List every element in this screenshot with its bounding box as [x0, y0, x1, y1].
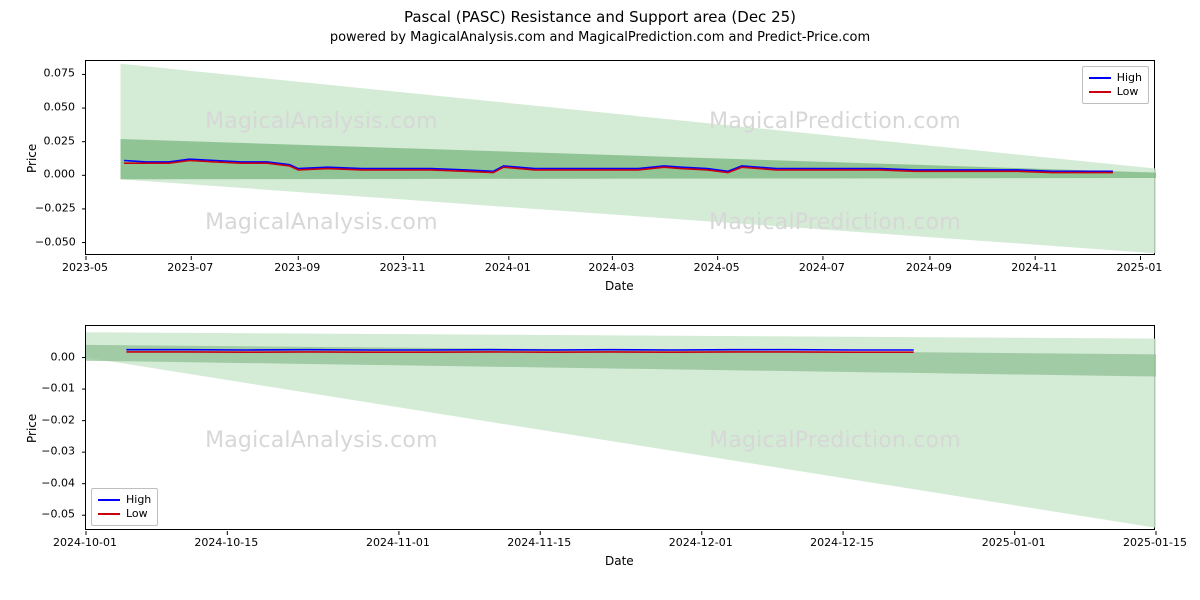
y-tick-label: −0.03 [35, 445, 75, 458]
x-tick-label: 2023-11 [380, 261, 426, 274]
y-axis-label: Price [25, 413, 39, 442]
y-tick-label: 0.050 [35, 101, 75, 114]
x-tick-label: 2024-01 [485, 261, 531, 274]
legend-swatch [1089, 91, 1111, 93]
chart-svg [86, 326, 1156, 531]
chart-title: Pascal (PASC) Resistance and Support are… [0, 8, 1200, 26]
x-tick-label: 2025-01-01 [982, 536, 1046, 549]
legend: HighLow [91, 488, 158, 526]
x-tick-label: 2024-09 [906, 261, 952, 274]
x-tick-label: 2024-11-15 [507, 536, 571, 549]
x-tick-label: 2024-11-01 [366, 536, 430, 549]
y-tick-label: −0.04 [35, 476, 75, 489]
x-tick-label: 2025-01-15 [1123, 536, 1187, 549]
chart-svg [86, 61, 1156, 256]
x-tick-label: 2024-12-01 [669, 536, 733, 549]
legend-label: Low [126, 507, 148, 521]
legend-swatch [98, 499, 120, 501]
legend-item-high: High [98, 493, 151, 507]
legend-swatch [1089, 77, 1111, 79]
x-tick-label: 2023-07 [167, 261, 213, 274]
y-tick-label: 0.075 [35, 67, 75, 80]
y-tick-label: 0.000 [35, 168, 75, 181]
y-tick-label: −0.02 [35, 413, 75, 426]
x-tick-label: 2024-10-15 [194, 536, 258, 549]
y-axis-label: Price [25, 143, 39, 172]
chart-panel-bottom: MagicalAnalysis.comMagicalPrediction.com [85, 325, 1155, 530]
x-tick-label: 2024-11 [1011, 261, 1057, 274]
legend-label: Low [1117, 85, 1139, 99]
x-axis-label: Date [605, 554, 634, 568]
x-tick-label: 2024-07 [799, 261, 845, 274]
legend-label: High [1117, 71, 1142, 85]
x-tick-label: 2025-01 [1116, 261, 1162, 274]
x-tick-label: 2024-10-01 [53, 536, 117, 549]
y-tick-label: 0.00 [35, 350, 75, 363]
legend-item-low: Low [98, 507, 151, 521]
y-tick-label: −0.050 [35, 235, 75, 248]
y-tick-label: −0.05 [35, 508, 75, 521]
x-axis-label: Date [605, 279, 634, 293]
x-tick-label: 2023-05 [62, 261, 108, 274]
y-tick-label: 0.025 [35, 134, 75, 147]
x-tick-label: 2023-09 [274, 261, 320, 274]
chart-subtitle: powered by MagicalAnalysis.com and Magic… [0, 30, 1200, 45]
x-tick-label: 2024-12-15 [810, 536, 874, 549]
legend-label: High [126, 493, 151, 507]
y-tick-label: −0.01 [35, 382, 75, 395]
chart-panel-top: MagicalAnalysis.comMagicalPrediction.com… [85, 60, 1155, 255]
x-tick-label: 2024-03 [588, 261, 634, 274]
x-tick-label: 2024-05 [694, 261, 740, 274]
legend-item-high: High [1089, 71, 1142, 85]
legend-swatch [98, 513, 120, 515]
legend-item-low: Low [1089, 85, 1142, 99]
y-tick-label: −0.025 [35, 201, 75, 214]
legend: HighLow [1082, 66, 1149, 104]
